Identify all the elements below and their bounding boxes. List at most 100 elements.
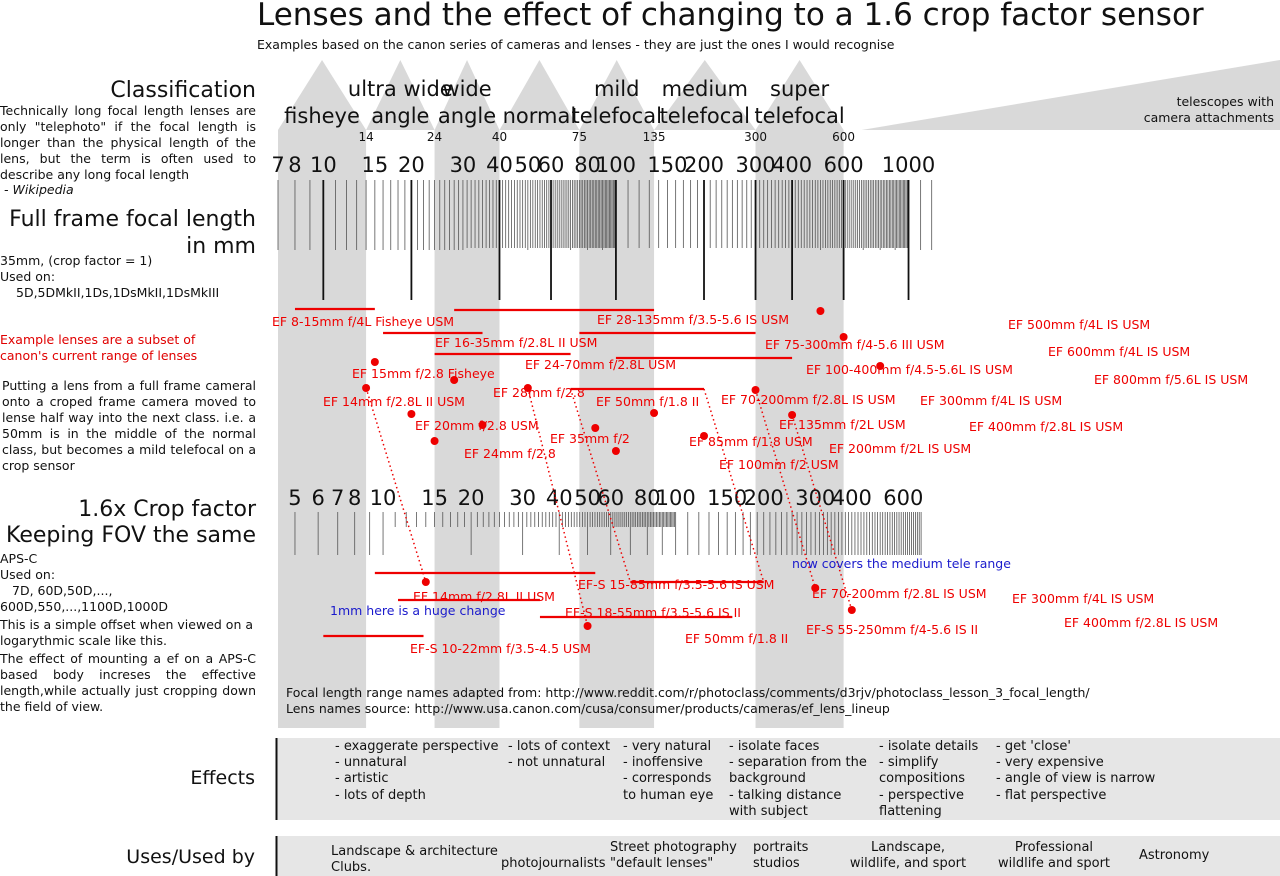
class-bands [278,60,1280,728]
ff-tick-label-1000: 1000 [882,153,935,177]
crop-zoom-label-ef-70-200mm-f-2-8l-is-usm: EF 70-200mm f/2.8L IS USM [812,586,987,601]
source-line-1: Focal length range names adapted from: h… [286,685,1090,700]
fullframe-heading-1: Full frame focal length [9,207,256,232]
class-arrow-telescopes-with-camera-attachments [861,60,1280,130]
shift-line-ef-300mm-f-4l-is-usm [754,389,816,589]
class-arrow-normal [499,60,580,130]
effects-heading: Effects [190,767,255,789]
fullframe-text-3: 5D,5DMkII,1Ds,1DsMkII,1DsMkIII [16,285,220,300]
ff-zoom-label-ef-28-135mm-f-3-5-5-6-is-usm: EF 28-135mm f/3.5-5.6 IS USM [597,312,789,327]
ff-prime-dot-ef-600mm-f-4l-is-usm [839,333,848,341]
crop-tick-label-30: 30 [509,486,536,510]
uses-landscape-wildlife: Landscape, wildlife, and sport [849,840,967,871]
boundary-label-24: 24 [427,130,442,144]
boundary-label-40: 40 [492,130,507,144]
ff-tick-label-150: 150 [647,153,687,177]
crop-tick-label-5: 5 [288,486,301,510]
ff-prime-dot-ef-15mm-f-2-8-fisheye [370,358,379,366]
crop-prime-dot-ef-50mm-f-1-8-ii [583,622,592,630]
effects-fisheye-uwa: - exaggerate perspective - unnatural - a… [335,739,499,803]
crop-zoom-label-ef-s-55-250mm-f-4-5-6-is-ii: EF-S 55-250mm f/4-5.6 IS II [806,622,978,637]
source-line-2: Lens names source: http://www.usa.canon.… [286,701,890,716]
uses-portraits: portraits studios [753,840,809,871]
uses-landscape-architecture: Landscape & architecture Clubs. [331,844,498,875]
crop-tick-label-80: 80 [634,486,661,510]
fullframe-text-1: 35mm, (crop factor = 1) [0,253,153,268]
shift-line-ef-50mm-f-1-8-ii [527,387,589,627]
ff-prime-label-ef-500mm-f-4l-is-usm: EF 500mm f/4L IS USM [1008,317,1150,332]
ff-tick-label-400: 400 [772,153,812,177]
class-label-mild-telefocal-1: mild [594,77,639,101]
ff-tick-label-300: 300 [735,153,775,177]
ff-tick-label-40: 40 [486,153,513,177]
effects-wide: - lots of context - not unnatural [508,739,611,771]
ff-tick-label-15: 15 [361,153,388,177]
crop-text-2: Used on: [0,567,56,582]
boundary-label-300: 300 [744,130,767,144]
ff-prime-dot-ef-24mm-f-2-8 [430,437,439,445]
ff-zoom-label-ef-100-400mm-f-4-5-5-6l-is-usm: EF 100-400mm f/4.5-5.6L IS USM [806,362,1013,377]
ff-zoom-label-ef-8-15mm-f-4l-fisheye-usm: EF 8-15mm f/4L Fisheye USM [272,314,454,329]
class-band-fisheye [278,130,367,728]
ff-zoom-label-ef-24-70mm-f-2-8l-usm: EF 24-70mm f/2.8L USM [525,357,676,372]
ff-tick-label-200: 200 [684,153,724,177]
class-band-super-telefocal [755,130,844,728]
ff-prime-dot-ef-100mm-f-2-usm [611,447,620,455]
crop-prime-dot-ef-400mm-f-2-8l-is-usm [847,606,856,614]
ff-prime-label-ef-300mm-f-4l-is-usm: EF 300mm f/4L IS USM [920,393,1062,408]
uses-photojournalists: photojournalists [501,856,606,871]
ff-tick-label-100: 100 [596,153,636,177]
ff-tick-label-50: 50 [514,153,541,177]
ff-tick-label-8: 8 [288,153,301,177]
example-lenses-note: Example lenses are a subset of canon's c… [0,332,198,363]
note-medium-tele: now covers the medium tele range [792,556,1011,571]
fullframe-text-2: Used on: [0,269,56,284]
ff-prime-label-ef-35mm-f-2: EF 35mm f/2 [550,431,630,446]
boundary-label-600: 600 [832,130,855,144]
ff-prime-label-ef-100mm-f-2-usm: EF 100mm f/2 USM [719,457,839,472]
crop-text-3: 7D, 60D,50D,..., [12,583,113,598]
class-arrow-super-telefocal [755,60,844,130]
crop-tick-label-15: 15 [421,486,448,510]
boundary-label-14: 14 [358,130,373,144]
ff-prime-dot-ef-35mm-f-2 [478,421,487,429]
note-huge-change: 1mm here is a huge change [330,603,506,618]
class-label-ultra-wide-angle-2: angle [371,104,429,128]
class-arrow-fisheye [278,60,367,130]
classification-heading: Classification [110,78,256,103]
ff-tick-label-60: 60 [538,153,565,177]
fullframe-heading-2: in mm [186,234,256,259]
effects-panel [276,738,1280,820]
crop-prime-label-ef-14mm-f-2-8l-ii-usm: EF 14mm f/2.8L II USM [413,589,555,604]
class-label-medium-telefocal-1: medium [662,77,748,101]
crop-tick-label-6: 6 [311,486,324,510]
uses-panel [276,836,1280,876]
ff-tick-label-10: 10 [310,153,337,177]
ff-tick-label-20: 20 [398,153,425,177]
ff-prime-dot-ef-135mm-f-2l-usm [650,409,659,417]
class-arrow-medium-telefocal [654,60,756,130]
crop-tick-label-50: 50 [574,486,601,510]
offset-text: This is a simple offset when viewed on a… [0,617,253,648]
class-labels: fisheye ultra wide angle wide angle normal mil… [284,77,1274,144]
ff-tick-label-80: 80 [574,153,601,177]
class-arrow-ultra-wide-angle [366,60,435,130]
crop-tick-label-10: 10 [370,486,397,510]
class-label-wide-angle-2: angle [438,104,496,128]
crop-tick-label-600: 600 [883,486,923,510]
crop-prime-dot-ef-14mm-f-2-8l-ii-usm [421,578,430,586]
ff-prime-label-ef-800mm-f-5-6l-is-usm: EF 800mm f/5.6L IS USM [1094,372,1248,387]
boundary-label-75: 75 [572,130,587,144]
crop-text-4: 600D,550,...,1100D,1000D [0,599,169,614]
class-arrow-wide-angle [434,60,500,130]
bottom-panels [275,738,1280,876]
effects-super-tele: - get 'close' - very expensive - angle o… [996,739,1156,803]
ff-tick-label-30: 30 [450,153,477,177]
ff-prime-label-ef-85mm-f-1-8-usm: EF 85mm f/1.8 USM [689,434,813,449]
crop-prime-label-ef-50mm-f-1-8-ii: EF 50mm f/1.8 II [685,631,788,646]
ff-prime-label-ef-28mm-f-2-8: EF 28mm f/2.8 [493,385,585,400]
crop-tick-label-150: 150 [707,486,747,510]
class-label-normal: normal [503,104,577,128]
